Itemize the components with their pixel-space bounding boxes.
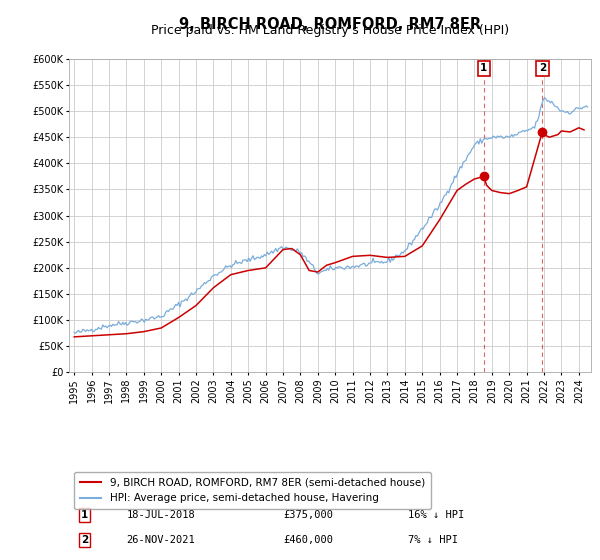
Text: 7% ↓ HPI: 7% ↓ HPI xyxy=(409,535,458,545)
Text: 2: 2 xyxy=(539,63,546,73)
Text: £460,000: £460,000 xyxy=(283,535,333,545)
Text: £375,000: £375,000 xyxy=(283,510,333,520)
Title: Price paid vs. HM Land Registry's House Price Index (HPI): Price paid vs. HM Land Registry's House … xyxy=(151,24,509,37)
Text: 9, BIRCH ROAD, ROMFORD, RM7 8ER: 9, BIRCH ROAD, ROMFORD, RM7 8ER xyxy=(179,17,481,32)
Text: 26-NOV-2021: 26-NOV-2021 xyxy=(127,535,195,545)
Text: 18-JUL-2018: 18-JUL-2018 xyxy=(127,510,195,520)
Text: 16% ↓ HPI: 16% ↓ HPI xyxy=(409,510,464,520)
Text: 1: 1 xyxy=(81,510,88,520)
Legend: 9, BIRCH ROAD, ROMFORD, RM7 8ER (semi-detached house), HPI: Average price, semi-: 9, BIRCH ROAD, ROMFORD, RM7 8ER (semi-de… xyxy=(74,472,431,510)
Text: 1: 1 xyxy=(480,63,487,73)
Text: 2: 2 xyxy=(81,535,88,545)
